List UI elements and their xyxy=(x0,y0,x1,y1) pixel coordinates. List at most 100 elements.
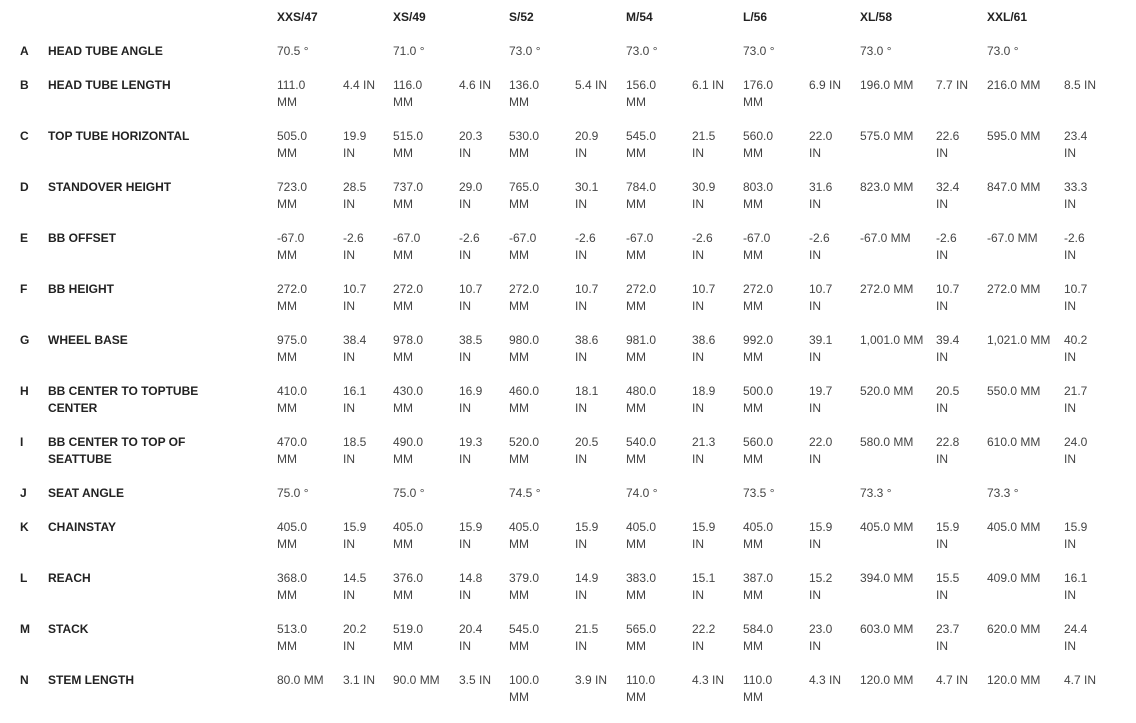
metric-value: 430.0 MM xyxy=(393,383,459,417)
metric-value-text: 610.0 MM xyxy=(987,435,1041,449)
metric-value-text: 405.0 MM xyxy=(860,520,914,534)
imperial-value-text: 14.8 IN xyxy=(459,571,483,602)
imperial-value: 15.1 IN xyxy=(692,570,743,604)
metric-value: 90.0 MM xyxy=(393,672,459,706)
metric-value-text: 405.0 MM xyxy=(393,520,424,551)
imperial-value: 10.7 IN xyxy=(936,281,987,315)
metric-value: 978.0 MM xyxy=(393,332,459,366)
imperial-value-text: 15.9 IN xyxy=(1064,520,1088,551)
metric-value: 723.0 MM xyxy=(277,179,343,213)
metric-value: 847.0 MM xyxy=(987,179,1064,213)
imperial-value: 14.8 IN xyxy=(459,570,509,604)
table-row: E BB OFFSET -67.0 MM -2.6 IN -67.0 MM -2.6 IN… xyxy=(0,230,1136,281)
spacer xyxy=(0,128,20,162)
metric-value: 120.0 MM xyxy=(987,672,1064,706)
metric-value: 136.0 MM xyxy=(509,77,575,111)
row-letter: M xyxy=(20,622,30,636)
imperial-value-text: 18.9 IN xyxy=(692,384,716,415)
metric-value: 460.0 MM xyxy=(509,383,575,417)
table-row: N STEM LENGTH 80.0 MM 3.1 IN 90.0 MM 3.5 IN 10… xyxy=(0,672,1136,723)
spacer xyxy=(0,383,20,417)
metric-value: -67.0 MM xyxy=(393,230,459,264)
metric-value: 520.0 MM xyxy=(509,434,575,468)
metric-value: 74.0 ° xyxy=(626,485,692,502)
metric-value: 405.0 MM xyxy=(860,519,936,553)
imperial-value xyxy=(343,485,393,502)
metric-value-text: 765.0 MM xyxy=(509,180,540,211)
imperial-value-text: 15.9 IN xyxy=(809,520,833,551)
row-letter: K xyxy=(20,520,29,534)
metric-value-text: 430.0 MM xyxy=(393,384,424,415)
spacer xyxy=(0,519,20,553)
imperial-value-text: 21.5 IN xyxy=(575,622,599,653)
metric-value: 405.0 MM xyxy=(509,519,575,553)
imperial-value-text: 10.7 IN xyxy=(692,282,716,313)
imperial-value-text: 10.7 IN xyxy=(809,282,833,313)
metric-value: 480.0 MM xyxy=(626,383,692,417)
metric-value: -67.0 MM xyxy=(509,230,575,264)
imperial-value-text: -2.6 IN xyxy=(692,231,713,262)
imperial-value-text: 19.7 IN xyxy=(809,384,833,415)
spacer xyxy=(0,230,20,264)
metric-value-text: 110.0 MM xyxy=(743,673,773,704)
imperial-value-text: 6.1 IN xyxy=(692,78,725,92)
imperial-value: 4.7 IN xyxy=(936,672,987,706)
metric-value-text: 847.0 MM xyxy=(987,180,1041,194)
metric-value: 823.0 MM xyxy=(860,179,936,213)
row-label: BB HEIGHT xyxy=(48,281,277,315)
imperial-value: 38.5 IN xyxy=(459,332,509,366)
metric-value: 73.0 ° xyxy=(509,43,575,60)
metric-value: 73.3 ° xyxy=(987,485,1064,502)
imperial-value: 15.9 IN xyxy=(459,519,509,553)
metric-value-text: 505.0 MM xyxy=(277,129,308,160)
size-header: M/54 xyxy=(626,10,653,24)
imperial-value: 15.9 IN xyxy=(936,519,987,553)
table-row: A HEAD TUBE ANGLE 70.5 ° 71.0 ° 73.0 ° 73.0 °… xyxy=(0,43,1136,77)
size-header: XXS/47 xyxy=(277,10,318,24)
imperial-value-text: 22.0 IN xyxy=(809,435,833,466)
imperial-value: 15.9 IN xyxy=(809,519,860,553)
row-label-text: TOP TUBE HORIZONTAL xyxy=(48,129,190,143)
imperial-value xyxy=(459,485,509,502)
metric-value: 379.0 MM xyxy=(509,570,575,604)
imperial-value-text: 30.1 IN xyxy=(575,180,599,211)
imperial-value: 38.6 IN xyxy=(575,332,626,366)
metric-value: 520.0 MM xyxy=(860,383,936,417)
imperial-value: 8.5 IN xyxy=(1064,77,1136,111)
imperial-value xyxy=(692,485,743,502)
imperial-value: 6.9 IN xyxy=(809,77,860,111)
metric-value: 71.0 ° xyxy=(393,43,459,60)
metric-value: 73.0 ° xyxy=(626,43,692,60)
metric-value: 409.0 MM xyxy=(987,570,1064,604)
metric-value-text: 110.0 MM xyxy=(626,673,656,704)
imperial-value-text: 21.3 IN xyxy=(692,435,716,466)
imperial-value: 15.5 IN xyxy=(936,570,987,604)
size-header: XXL/61 xyxy=(987,10,1028,24)
imperial-value-text: 4.3 IN xyxy=(809,673,842,687)
row-label-text: STEM LENGTH xyxy=(48,673,134,687)
imperial-value: 23.0 IN xyxy=(809,621,860,655)
metric-value: 73.0 ° xyxy=(860,43,936,60)
imperial-value-text: 22.2 IN xyxy=(692,622,716,653)
table-row: B HEAD TUBE LENGTH 111.0 MM 4.4 IN 116.0 MM 4… xyxy=(0,77,1136,128)
metric-value: 216.0 MM xyxy=(987,77,1064,111)
row-label-text: REACH xyxy=(48,571,91,585)
metric-value: 580.0 MM xyxy=(860,434,936,468)
imperial-value-text: 32.4 IN xyxy=(936,180,960,211)
imperial-value-text: 15.9 IN xyxy=(936,520,960,551)
row-label: TOP TUBE HORIZONTAL xyxy=(48,128,277,162)
metric-value-text: 460.0 MM xyxy=(509,384,540,415)
metric-value: 410.0 MM xyxy=(277,383,343,417)
metric-value: 111.0 MM xyxy=(277,77,343,111)
imperial-value: 31.6 IN xyxy=(809,179,860,213)
row-label-text: BB HEIGHT xyxy=(48,282,114,296)
imperial-value: 20.5 IN xyxy=(575,434,626,468)
imperial-value: 18.9 IN xyxy=(692,383,743,417)
imperial-value-text: 4.7 IN xyxy=(936,673,969,687)
metric-value: 975.0 MM xyxy=(277,332,343,366)
imperial-value-text: 15.9 IN xyxy=(692,520,716,551)
imperial-value: 20.5 IN xyxy=(936,383,987,417)
label-header xyxy=(48,9,277,26)
metric-value-text: 470.0 MM xyxy=(277,435,308,466)
